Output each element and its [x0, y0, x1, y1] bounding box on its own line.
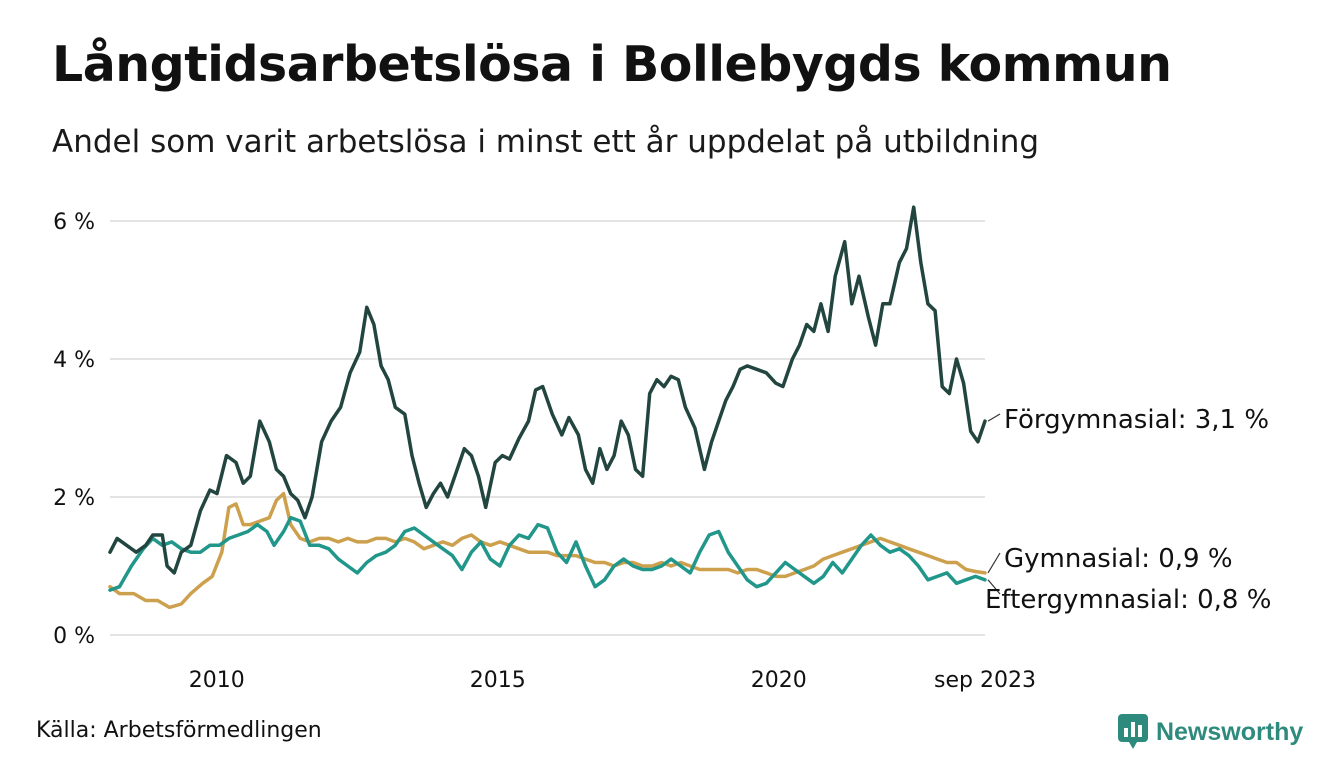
line-chart: 0 % 2 % 4 % 6 % 2010 2015 2020 sep 2023 Gymnas…	[53, 205, 1271, 693]
brand-name: Newsworthy	[1156, 717, 1304, 746]
x-tick-label: 2015	[470, 668, 526, 693]
newsworthy-logo[interactable]: Newsworthy	[1118, 712, 1303, 752]
chart-title: Långtidsarbetslösa i Bollebygds kommun	[52, 36, 1172, 93]
label-connector-eftergymnasial	[987, 579, 1001, 595]
label-connector-f-rgymnasial	[987, 413, 1001, 422]
series-line-f-rgymnasial	[108, 205, 987, 575]
x-tick-label: 2020	[751, 668, 807, 693]
source-note: Källa: Arbetsförmedlingen	[36, 718, 322, 743]
label-connector-gymnasial	[987, 552, 1001, 574]
x-tick-label: sep 2023	[934, 668, 1036, 693]
y-axis-ticks: 0 % 2 % 4 % 6 %	[53, 210, 95, 649]
newsworthy-logo-icon	[1118, 714, 1148, 749]
series-end-labels: Gymnasial: 0,9 % Eftergymnasial: 0,8 % För…	[985, 405, 1271, 615]
grid-lines	[110, 220, 985, 636]
series-end-label-f-rgymnasial: Förgymnasial: 3,1 %	[1004, 405, 1269, 435]
series-end-label-eftergymnasial: Eftergymnasial: 0,8 %	[985, 585, 1271, 615]
series-lines	[108, 205, 987, 610]
chart-subtitle: Andel som varit arbetslösa i minst ett å…	[52, 124, 1040, 160]
y-tick-label: 2 %	[53, 486, 95, 511]
y-tick-label: 4 %	[53, 348, 95, 373]
x-axis-ticks: 2010 2015 2020 sep 2023	[189, 668, 1036, 693]
series-line-eftergymnasial	[108, 515, 987, 592]
x-tick-label: 2010	[189, 668, 245, 693]
series-line-gymnasial	[108, 491, 987, 610]
series-end-label-gymnasial: Gymnasial: 0,9 %	[1004, 544, 1233, 574]
y-tick-label: 6 %	[53, 210, 95, 235]
y-tick-label: 0 %	[53, 624, 95, 649]
